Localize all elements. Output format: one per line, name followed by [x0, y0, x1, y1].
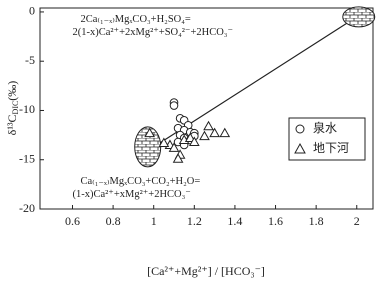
- x-tick-label: 1.6: [268, 214, 283, 228]
- point-river: [199, 130, 210, 141]
- point-river: [184, 132, 196, 143]
- point-spring: [169, 101, 179, 110]
- y-label-unit: (‰): [5, 81, 19, 101]
- point-river: [144, 127, 156, 138]
- x-axis-label: [Ca²⁺+Mg²⁺] / [HCO₃⁻]: [147, 264, 265, 278]
- point-river: [172, 153, 184, 163]
- x-tick-label: 2: [354, 214, 360, 228]
- x-tick-label: 0.6: [65, 214, 80, 228]
- equation: Ca₍₁₋ₓ₎MgₓCO₃+CO₂+H₂O=: [80, 176, 200, 187]
- equation: (1-x)Ca²⁺+xMg²⁺+2HCO₃⁻: [72, 189, 190, 200]
- legend-label: 地下河: [313, 141, 349, 155]
- equation: 2Ca₍₁₋ₓ₎MgₓCO₃+H₂SO₄=: [80, 14, 190, 25]
- legend-marker: [295, 124, 305, 134]
- y-label-sub: DIC: [11, 101, 20, 115]
- point-river: [209, 127, 220, 138]
- point-river: [188, 136, 200, 146]
- y-tick-label: -10: [19, 102, 35, 116]
- y-tick-label: 0: [29, 4, 35, 18]
- x-tick-label: 1.2: [187, 214, 202, 228]
- legend-marker: [294, 142, 306, 154]
- x-tick-label: 0.8: [106, 214, 121, 228]
- point-river: [168, 142, 180, 152]
- dolomite-symbol: [342, 6, 376, 28]
- y-tick-label: -15: [19, 151, 35, 165]
- y-label-main: δ¹³C: [5, 114, 19, 135]
- y-tick-label: -5: [25, 53, 35, 67]
- x-tick-label: 1: [151, 214, 157, 228]
- legend-label: 泉水: [313, 121, 337, 135]
- x-tick-label: 1.8: [309, 214, 324, 228]
- equation: 2(1-x)Ca²⁺+2xMg²⁺+SO₄²⁻+2HCO₃⁻: [72, 27, 233, 38]
- plot-frame: [39, 7, 374, 210]
- x-tick-label: 1.4: [227, 214, 242, 228]
- y-tick-label: -20: [19, 201, 35, 215]
- y-axis-label: δ¹³CDIC(‰): [5, 81, 20, 136]
- point-river: [219, 127, 231, 138]
- point-river: [203, 120, 214, 131]
- point-river: [158, 137, 170, 147]
